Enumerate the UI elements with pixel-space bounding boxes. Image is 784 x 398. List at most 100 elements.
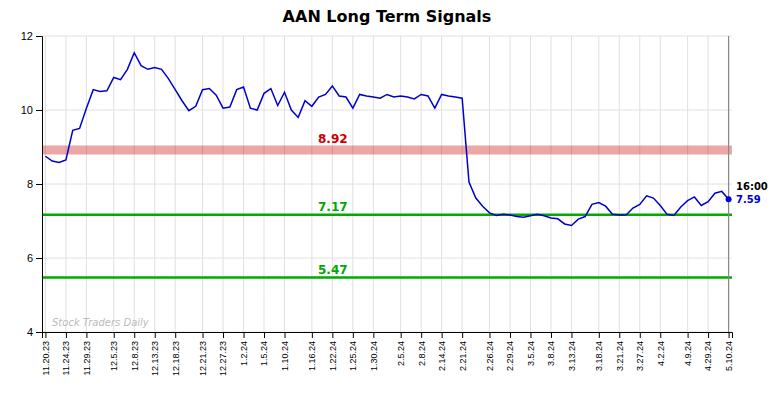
x-tick-mark	[114, 332, 115, 338]
reference-line-label: 5.47	[318, 263, 348, 277]
x-tick: 5.10.24	[724, 332, 734, 371]
y-axis: 4681012	[21, 30, 43, 338]
x-tick: 1.10.24	[280, 332, 290, 371]
x-tick-mark	[462, 332, 463, 338]
grid-line-x	[639, 36, 640, 332]
grid-line-x	[462, 36, 463, 332]
x-tick-mark	[332, 332, 333, 338]
grid-line-x	[421, 36, 422, 332]
x-tick-label: 1.5.24	[259, 341, 269, 366]
x-tick-mark	[401, 332, 402, 338]
x-tick-label: 4.2.24	[656, 341, 666, 366]
price-line	[45, 53, 728, 226]
x-tick: 3.21.24	[615, 332, 625, 371]
annotations: 8.92 7.17 5.47 Stock Traders Daily 7.59 16:00	[52, 132, 768, 328]
reference-line-label: 8.92	[318, 132, 348, 146]
x-tick: 4.29.24	[703, 332, 713, 371]
x-tick-mark	[729, 332, 730, 338]
grid-line-x	[154, 36, 155, 332]
x-tick-mark	[312, 332, 313, 338]
x-tick-mark	[489, 332, 490, 338]
y-tick-mark	[36, 184, 42, 185]
x-tick: 11.29.23	[82, 332, 92, 375]
x-tick: 12.18.23	[171, 332, 181, 376]
last-price-label: 7.59	[736, 194, 761, 205]
chart-title: AAN Long Term Signals	[283, 7, 492, 26]
grid-line-y	[42, 184, 732, 185]
x-tick: 1.30.24	[369, 332, 379, 371]
grid-line-x	[441, 36, 442, 332]
x-tick: 12.8.23	[130, 332, 140, 371]
x-tick-label: 11.24.23	[61, 341, 71, 375]
x-tick-label: 2.14.24	[437, 341, 447, 371]
y-tick-label: 6	[27, 252, 33, 264]
grid-line-x	[243, 36, 244, 332]
y-axis-line	[36, 37, 43, 333]
x-tick-mark	[640, 332, 641, 338]
x-tick-mark	[45, 332, 46, 338]
x-tick: 12.27.23	[218, 332, 228, 376]
x-tick: 12.21.23	[198, 332, 208, 376]
reference-line-label: 7.17	[318, 200, 348, 214]
y-tick: 10	[21, 104, 42, 116]
x-tick: 11.20.23	[41, 332, 51, 375]
grid-line-x	[509, 36, 510, 332]
x-tick-mark	[551, 332, 552, 338]
x-tick-label: 1.25.24	[348, 341, 358, 371]
grid-line-x	[86, 36, 87, 332]
x-tick-label: 4.29.24	[703, 341, 713, 371]
x-tick-label: 1.2.24	[239, 341, 249, 366]
grid-line-y	[42, 110, 732, 111]
last-time-label: 16:00	[736, 181, 768, 192]
grid-line-x	[223, 36, 224, 332]
x-tick-mark	[510, 332, 511, 338]
x-tick: 2.8.24	[417, 332, 427, 366]
x-tick-mark	[66, 332, 67, 338]
x-tick-mark	[530, 332, 531, 338]
y-tick: 6	[27, 252, 42, 264]
reference-line	[42, 276, 732, 279]
watermark: Stock Traders Daily	[52, 317, 150, 328]
x-tick-mark	[373, 332, 374, 338]
x-tick-mark	[155, 332, 156, 338]
x-tick-mark	[244, 332, 245, 338]
last-point-dot	[726, 196, 732, 202]
x-tick-label: 12.18.23	[171, 341, 181, 376]
x-tick: 4.9.24	[683, 332, 693, 366]
chart-svg: 468101211.20.2311.24.2311.29.2312.5.2312…	[0, 0, 784, 398]
x-tick-label: 1.16.24	[307, 341, 317, 371]
x-tick-label: 12.27.23	[218, 341, 228, 376]
grid-line-x	[571, 36, 572, 332]
y-tick-label: 10	[21, 104, 33, 116]
grid-line-x	[202, 36, 203, 332]
x-tick: 4.2.24	[656, 332, 666, 366]
grid-line-x	[550, 36, 551, 332]
x-tick-label: 12.8.23	[130, 341, 140, 371]
x-tick-label: 2.5.24	[396, 341, 406, 366]
grid-line-x	[264, 36, 265, 332]
x-tick: 2.14.24	[437, 332, 447, 371]
y-tick-label: 4	[27, 326, 33, 338]
x-tick-mark	[203, 332, 204, 338]
grid-line-x	[530, 36, 531, 332]
x-axis: 11.20.2311.24.2311.29.2312.5.2312.8.2312…	[41, 332, 734, 376]
reference-line	[42, 145, 732, 154]
grid-line-x	[619, 36, 620, 332]
x-tick-label: 12.13.23	[150, 341, 160, 376]
grid-line-x	[660, 36, 661, 332]
x-tick: 1.5.24	[259, 332, 269, 366]
grid-line-x	[400, 36, 401, 332]
grid-line-x	[284, 36, 285, 332]
x-tick-label: 1.22.24	[328, 341, 338, 371]
grid-line-y	[42, 258, 732, 259]
x-tick-label: 2.8.24	[417, 341, 427, 366]
x-tick-label: 3.27.24	[635, 341, 645, 371]
x-tick-label: 1.10.24	[280, 341, 290, 371]
grid-line-x	[352, 36, 353, 332]
x-tick-mark	[285, 332, 286, 338]
grid-line-x	[728, 36, 729, 332]
grid-line-x	[175, 36, 176, 332]
x-tick: 3.5.24	[526, 332, 536, 366]
x-tick-mark	[175, 332, 176, 338]
x-tick: 1.16.24	[307, 332, 317, 371]
